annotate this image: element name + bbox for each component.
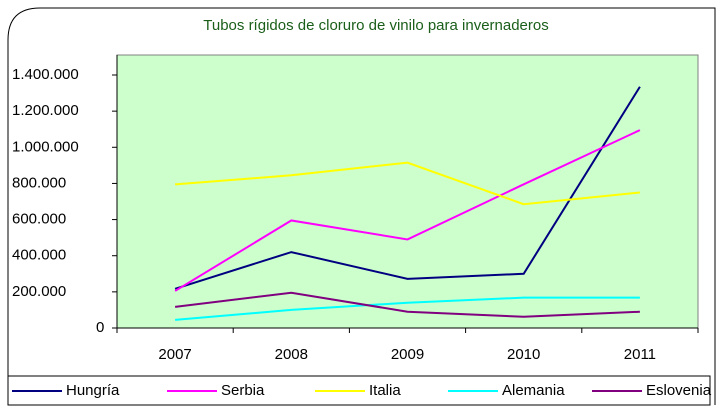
x-tick-label: 2011 xyxy=(624,346,656,363)
y-tick-label: 1.000.000 xyxy=(12,138,79,155)
legend-label: Eslovenia xyxy=(646,382,712,399)
series-line xyxy=(174,291,640,318)
y-tick-label: 800.000 xyxy=(12,174,66,191)
legend-label: Alemania xyxy=(502,382,565,399)
x-tick-label: 2008 xyxy=(275,346,308,363)
y-tick-label: 200.000 xyxy=(12,283,66,300)
series-line xyxy=(175,161,641,206)
y-tick-label: 0 xyxy=(96,319,104,336)
legend-label: Hungría xyxy=(66,382,120,399)
y-tick-label: 400.000 xyxy=(12,247,66,264)
legend-label: Serbia xyxy=(221,382,265,399)
y-tick-label: 1.400.000 xyxy=(12,66,79,83)
y-tick-label: 1.200.000 xyxy=(12,102,79,119)
legend-label: Italia xyxy=(369,382,401,399)
chart-title: Tubos rígidos de cloruro de vinilo para … xyxy=(203,17,548,34)
series-line xyxy=(175,296,640,321)
x-tick-label: 2009 xyxy=(391,346,424,363)
series-line xyxy=(174,86,641,290)
plot-area xyxy=(116,54,699,329)
series-line xyxy=(174,129,641,292)
y-tick-label: 600.000 xyxy=(12,211,66,228)
x-tick-label: 2007 xyxy=(158,346,191,363)
x-tick-label: 2010 xyxy=(507,346,540,363)
